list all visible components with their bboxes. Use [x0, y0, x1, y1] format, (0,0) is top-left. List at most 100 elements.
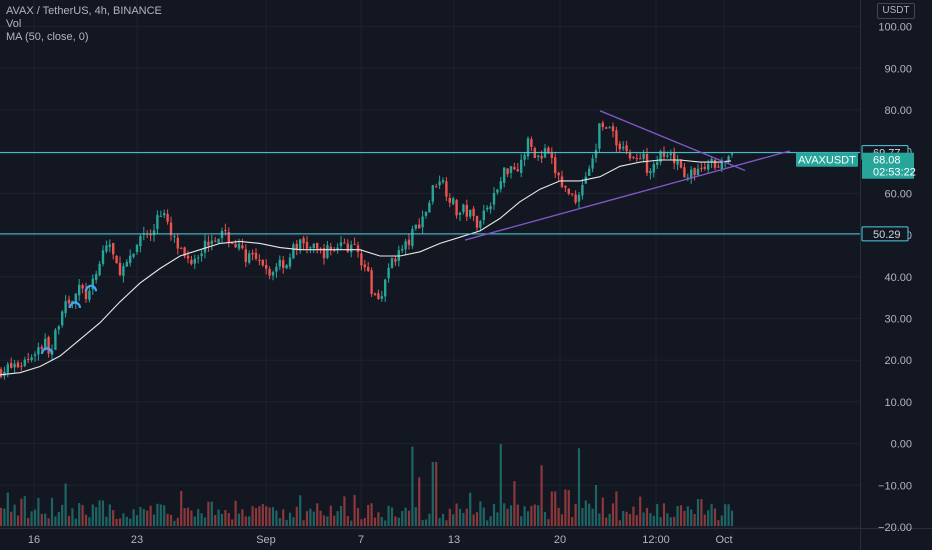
volume-bar	[288, 512, 292, 526]
horizontal-levels[interactable]	[0, 152, 860, 235]
volume-bar	[227, 513, 230, 526]
candle-body	[390, 257, 394, 268]
candle-body	[411, 229, 414, 246]
ma-indicator-label[interactable]: MA (50, close, 0)	[6, 31, 89, 43]
volume-bar	[37, 497, 40, 526]
volume-bar	[649, 513, 652, 526]
candle-body	[13, 363, 16, 368]
candle-body	[360, 253, 363, 266]
volume-bar	[577, 448, 581, 526]
candle-body	[271, 272, 275, 276]
volume-bar	[628, 513, 632, 526]
candle-body	[370, 270, 373, 294]
volume-bar	[673, 516, 676, 526]
volume-bar	[598, 513, 601, 526]
candle-body	[516, 169, 519, 172]
volume-bar	[251, 506, 254, 526]
candle-body	[309, 247, 312, 249]
candle-body	[10, 362, 13, 368]
candle-body	[292, 244, 295, 259]
volume-bar	[64, 483, 67, 526]
volume-bar	[346, 516, 349, 526]
price-tick-label: 0.00	[891, 439, 912, 451]
current-price-label: 68.08	[873, 155, 901, 167]
candle-body	[207, 241, 210, 246]
candle-body	[540, 155, 543, 159]
candle-body	[394, 258, 397, 262]
candle-body	[129, 255, 132, 264]
candle-body	[64, 301, 67, 314]
volume-bar	[265, 506, 268, 526]
volume-bar	[465, 508, 468, 526]
volume-bar	[486, 520, 489, 526]
volume-bar	[98, 500, 101, 526]
candle-body	[197, 257, 200, 259]
volume-bar	[496, 512, 499, 526]
volume-bar	[537, 505, 540, 526]
candle-body	[469, 209, 472, 217]
volume-bar	[411, 446, 414, 526]
volume-bar	[193, 516, 196, 526]
price-tick-label: 20.00	[884, 355, 912, 367]
volume-bar	[156, 503, 159, 526]
candle-body	[319, 248, 322, 250]
volume-bar	[275, 510, 278, 526]
volume-bar	[278, 517, 281, 526]
volume-bar	[135, 515, 139, 526]
volume-bar	[554, 491, 557, 526]
volume-bar	[339, 505, 343, 526]
volume-bar	[724, 504, 727, 526]
volume-bar	[210, 501, 213, 526]
volume-bar	[608, 513, 611, 526]
candle-body	[605, 127, 608, 129]
volume-bar	[152, 514, 156, 526]
volume-bar	[108, 504, 111, 526]
candle-body	[88, 290, 91, 300]
candle-body	[149, 234, 152, 236]
symbol-title[interactable]: AVAX / TetherUS, 4h, BINANCE	[6, 5, 162, 17]
volume-bar	[370, 503, 373, 526]
candle-body	[132, 253, 135, 257]
volume-bar	[180, 490, 183, 526]
candle-body	[520, 159, 523, 174]
volume-bar	[506, 508, 509, 526]
volume-bar	[333, 515, 336, 526]
candle-body	[730, 153, 734, 155]
candle-body	[302, 237, 305, 244]
currency-button[interactable]: USDT	[877, 3, 915, 19]
candle-body	[350, 244, 353, 253]
volume-bar	[139, 506, 142, 526]
candle-body	[248, 253, 251, 263]
candle-body	[645, 153, 649, 173]
volume-bar	[662, 503, 666, 526]
time-axis[interactable]: 16 23 Sep 7 13 20 12:00 Oct	[28, 534, 733, 546]
volume-bar	[356, 508, 360, 526]
volume-bar	[254, 508, 258, 526]
symbol-tag	[796, 152, 858, 167]
volume-bar	[401, 511, 404, 526]
candle-body	[339, 242, 343, 247]
candle-body	[251, 252, 254, 255]
volume-bar	[183, 508, 186, 526]
volume-bar	[438, 518, 441, 526]
volume-bar	[207, 501, 210, 526]
candle-body	[710, 158, 713, 163]
volume-bar	[455, 503, 458, 526]
candle-body	[176, 237, 179, 249]
volume-bar	[30, 511, 33, 526]
candle-body	[441, 180, 445, 183]
candle-body	[642, 153, 645, 159]
volume-bar	[61, 504, 64, 526]
volume-bar	[445, 520, 448, 526]
volume-bar	[475, 512, 479, 526]
volume-bar	[237, 513, 241, 526]
volume-bar	[248, 516, 251, 526]
trendlines[interactable]	[464, 110, 791, 241]
volume-bar	[312, 511, 315, 526]
price-axis[interactable]: 100.0090.0080.0070.0060.0050.0040.0030.0…	[878, 22, 912, 534]
volume-indicator-label[interactable]: Vol	[6, 18, 22, 30]
candle-body	[54, 329, 57, 350]
volume-bar	[384, 520, 387, 526]
volume-bar	[329, 505, 332, 526]
